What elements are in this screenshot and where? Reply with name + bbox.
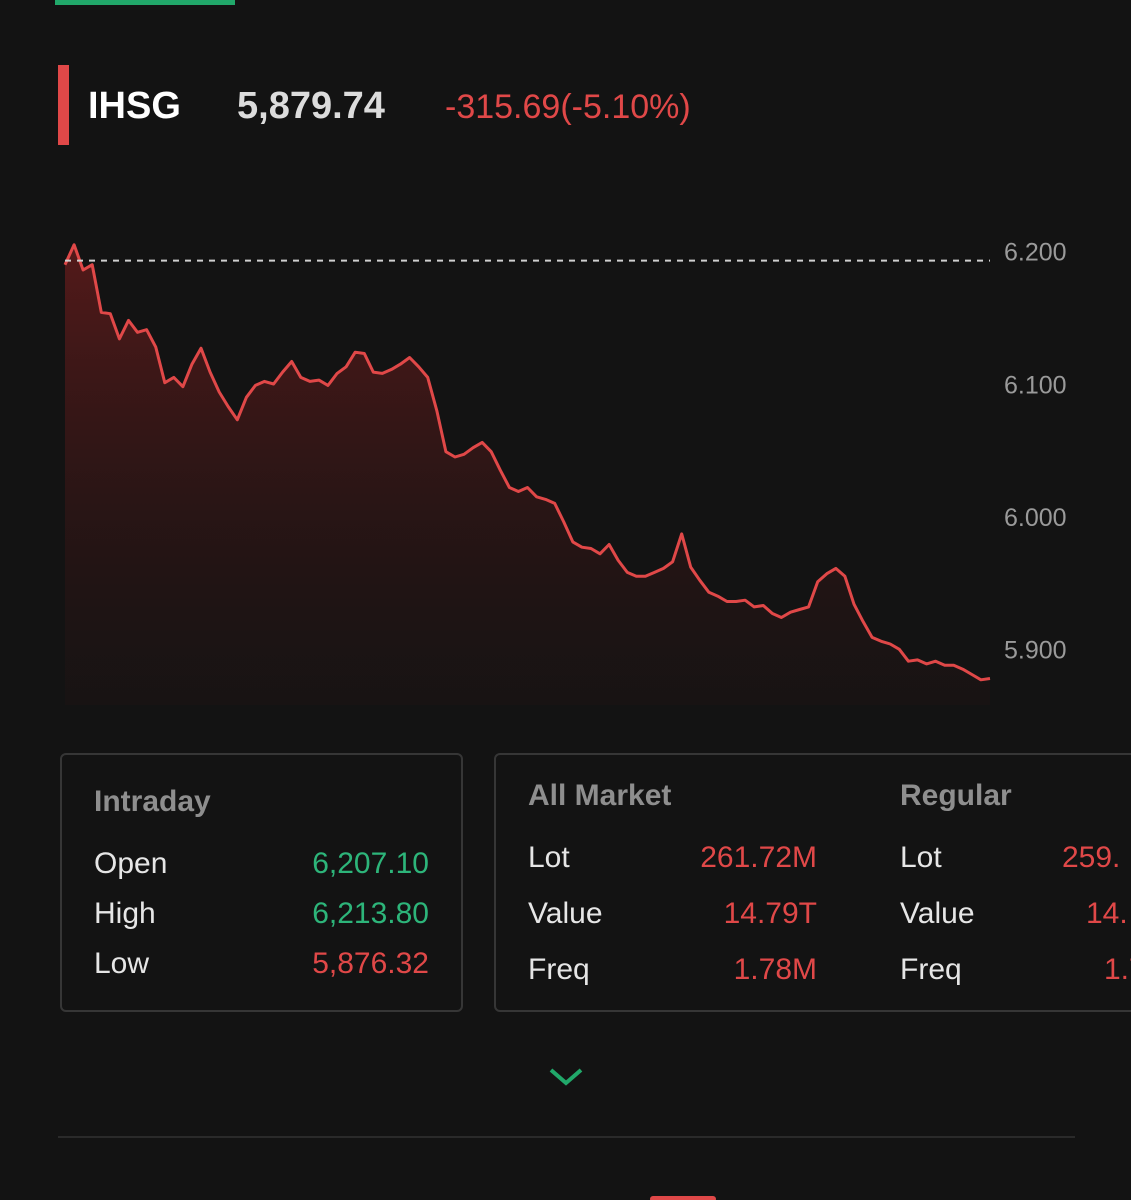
card-title: Intraday	[94, 785, 211, 818]
row-label: Freq	[900, 953, 962, 986]
row-value: 259.	[1062, 841, 1121, 874]
market-card: All Market Lot 261.72M Value 14.79T Freq…	[494, 753, 1131, 1012]
row-value: 1.78M	[733, 953, 817, 986]
row-value: 14.79T	[723, 897, 817, 930]
change: -315.69(-5.10%)	[445, 88, 691, 126]
y-tick-label: 6.100	[1004, 371, 1067, 399]
row-label: Lot	[900, 841, 942, 874]
y-tick-label: 6.200	[1004, 239, 1067, 267]
accent-bar	[58, 65, 69, 145]
row-value: 1.7	[1104, 953, 1131, 986]
row-label: Open	[94, 847, 168, 880]
price: 5,879.74	[237, 85, 385, 127]
row-label: Value	[528, 897, 603, 930]
chart: IHSG 5,879.74 -315.69(-5.10%) 6.200 6.100…	[55, 0, 1067, 706]
row-value: 5,876.32	[312, 947, 429, 980]
area	[65, 244, 990, 706]
card-title: Regular	[900, 779, 1012, 812]
expand-chevron[interactable]	[549, 1068, 583, 1086]
y-tick-label: 5.900	[1004, 637, 1067, 665]
row-label: Value	[900, 897, 975, 930]
row-value: 6,207.10	[312, 847, 429, 880]
row-value: 14.	[1086, 897, 1128, 930]
y-tick-label: 6.000	[1004, 504, 1067, 532]
intraday-card: Intraday Open 6,207.10 High 6,213.80 Low…	[60, 753, 463, 1012]
row-label: Low	[94, 947, 150, 980]
price-line	[63, 243, 991, 682]
card-title: All Market	[528, 779, 672, 812]
row-value: 6,213.80	[312, 897, 429, 930]
badge	[650, 1196, 716, 1200]
tab-indicator	[55, 0, 235, 5]
row-label: Lot	[528, 841, 570, 874]
row-label: High	[94, 897, 156, 930]
row-label: Freq	[528, 953, 590, 986]
row-value: 261.72M	[700, 841, 817, 874]
ticker: IHSG	[88, 85, 181, 127]
